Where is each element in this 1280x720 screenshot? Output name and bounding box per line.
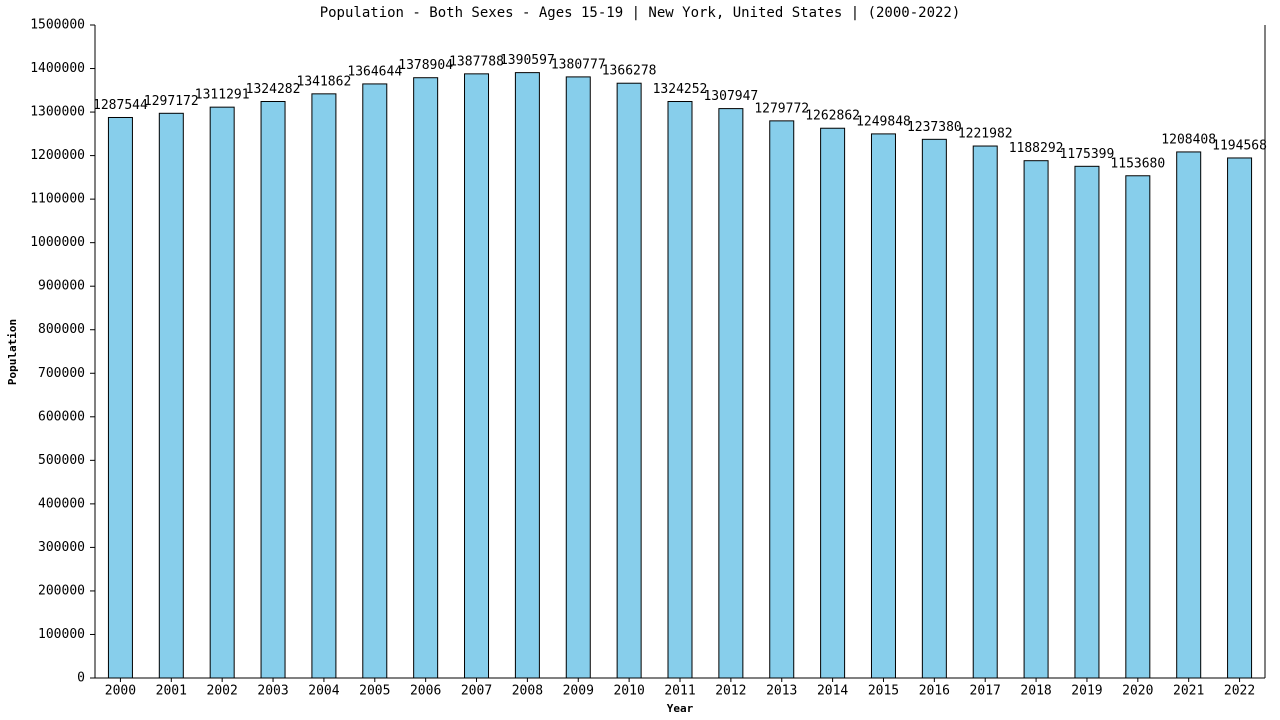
chart-title: Population - Both Sexes - Ages 15-19 | N… (320, 5, 961, 21)
x-tick-label: 2021 (1173, 684, 1204, 699)
bar (1125, 175, 1151, 679)
y-tick-label: 400000 (38, 496, 85, 511)
bar (260, 100, 286, 679)
x-tick-label: 2022 (1224, 684, 1255, 699)
value-label: 1221982 (958, 127, 1013, 142)
y-tick-label: 300000 (38, 540, 85, 555)
y-tick-label: 900000 (38, 279, 85, 294)
x-tick-label: 2006 (410, 684, 441, 699)
x-tick-label: 2013 (766, 684, 797, 699)
x-tick-label: 2002 (207, 684, 238, 699)
bar (209, 106, 235, 679)
x-tick-label: 2008 (512, 684, 543, 699)
value-label: 1311291 (195, 88, 250, 103)
bar (1227, 157, 1253, 679)
bar (565, 76, 591, 679)
y-tick-label: 600000 (38, 409, 85, 424)
value-label: 1380777 (551, 57, 606, 72)
x-tick-label: 2014 (817, 684, 848, 699)
y-tick-label: 1500000 (30, 18, 85, 33)
value-label: 1387788 (449, 54, 504, 69)
bar (1023, 160, 1049, 679)
y-tick-label: 1200000 (30, 148, 85, 163)
x-tick-label: 2004 (308, 684, 339, 699)
bar (362, 83, 388, 679)
x-tick-label: 2011 (664, 684, 695, 699)
value-label: 1307947 (703, 89, 758, 104)
value-label: 1297172 (144, 94, 199, 109)
value-label: 1208408 (1161, 132, 1216, 147)
bar (1074, 165, 1100, 679)
x-tick-label: 2009 (563, 684, 594, 699)
bar (616, 82, 642, 679)
bar (514, 72, 540, 679)
x-tick-label: 2017 (970, 684, 1001, 699)
value-label: 1366278 (602, 64, 657, 79)
y-tick-label: 1100000 (30, 192, 85, 207)
bar (464, 73, 490, 679)
x-tick-label: 2019 (1071, 684, 1102, 699)
x-tick-label: 2016 (919, 684, 950, 699)
value-label: 1287544 (93, 98, 148, 113)
bar (769, 120, 795, 679)
x-tick-label: 2018 (1020, 684, 1051, 699)
y-tick-label: 200000 (38, 583, 85, 598)
y-tick-label: 800000 (38, 322, 85, 337)
value-label: 1378904 (398, 58, 453, 73)
x-tick-label: 2020 (1122, 684, 1153, 699)
bar (921, 138, 947, 679)
value-label: 1262862 (805, 109, 860, 124)
value-label: 1390597 (500, 53, 555, 68)
value-label: 1364644 (347, 64, 402, 79)
value-label: 1188292 (1009, 141, 1064, 156)
value-label: 1341862 (297, 74, 352, 89)
value-label: 1324282 (246, 82, 301, 97)
x-tick-label: 2007 (461, 684, 492, 699)
value-label: 1153680 (1110, 156, 1165, 171)
y-tick-label: 700000 (38, 366, 85, 381)
bar (158, 112, 184, 679)
y-tick-label: 1000000 (30, 235, 85, 250)
x-tick-label: 2015 (868, 684, 899, 699)
x-axis-title: Year (667, 702, 694, 715)
y-tick-label: 1300000 (30, 105, 85, 120)
value-label: 1324252 (653, 82, 708, 97)
value-label: 1279772 (754, 101, 809, 116)
bar (311, 93, 337, 679)
bar (667, 101, 693, 679)
x-tick-label: 2010 (613, 684, 644, 699)
bar (972, 145, 998, 679)
value-label: 1175399 (1060, 147, 1115, 162)
value-label: 1237380 (907, 120, 962, 135)
x-tick-label: 2003 (257, 684, 288, 699)
x-tick-label: 2000 (105, 684, 136, 699)
y-tick-label: 100000 (38, 627, 85, 642)
bar (870, 133, 896, 679)
bar (1176, 151, 1202, 679)
x-tick-label: 2001 (156, 684, 187, 699)
y-tick-label: 0 (77, 671, 85, 686)
x-tick-label: 2005 (359, 684, 390, 699)
bar (413, 77, 439, 679)
bar (718, 108, 744, 679)
value-label: 1249848 (856, 114, 911, 129)
y-axis-title: Population (6, 319, 19, 385)
bar (107, 116, 133, 679)
x-tick-label: 2012 (715, 684, 746, 699)
y-tick-label: 1400000 (30, 61, 85, 76)
value-label: 1194568 (1212, 138, 1267, 153)
bar (820, 127, 846, 679)
y-tick-label: 500000 (38, 453, 85, 468)
